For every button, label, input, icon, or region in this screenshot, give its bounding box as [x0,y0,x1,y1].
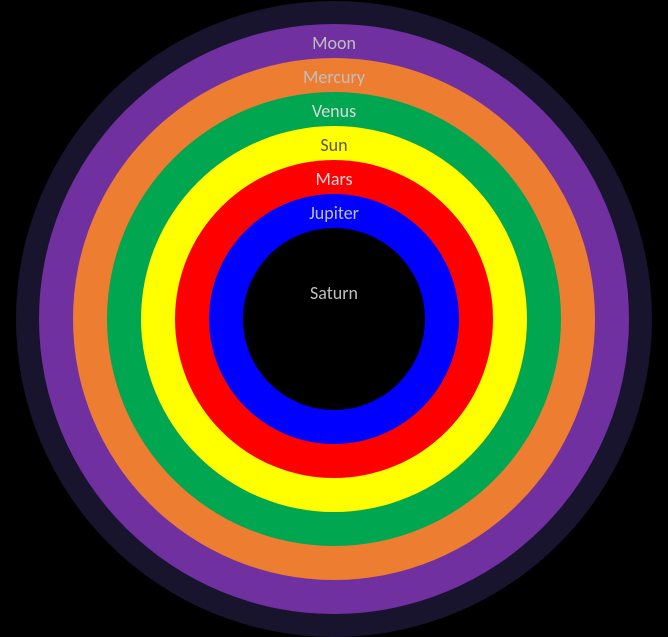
label-mercury: Mercury [303,66,365,88]
label-moon: Moon [312,32,356,54]
ring-saturn [243,228,425,410]
label-saturn: Saturn [310,282,358,304]
label-sun: Sun [320,134,347,156]
concentric-ring-diagram: Moon Mercury Venus Sun Mars Jupiter Saturn [0,0,668,637]
label-jupiter: Jupiter [309,202,359,224]
label-mars: Mars [315,168,352,190]
label-venus: Venus [312,100,356,122]
